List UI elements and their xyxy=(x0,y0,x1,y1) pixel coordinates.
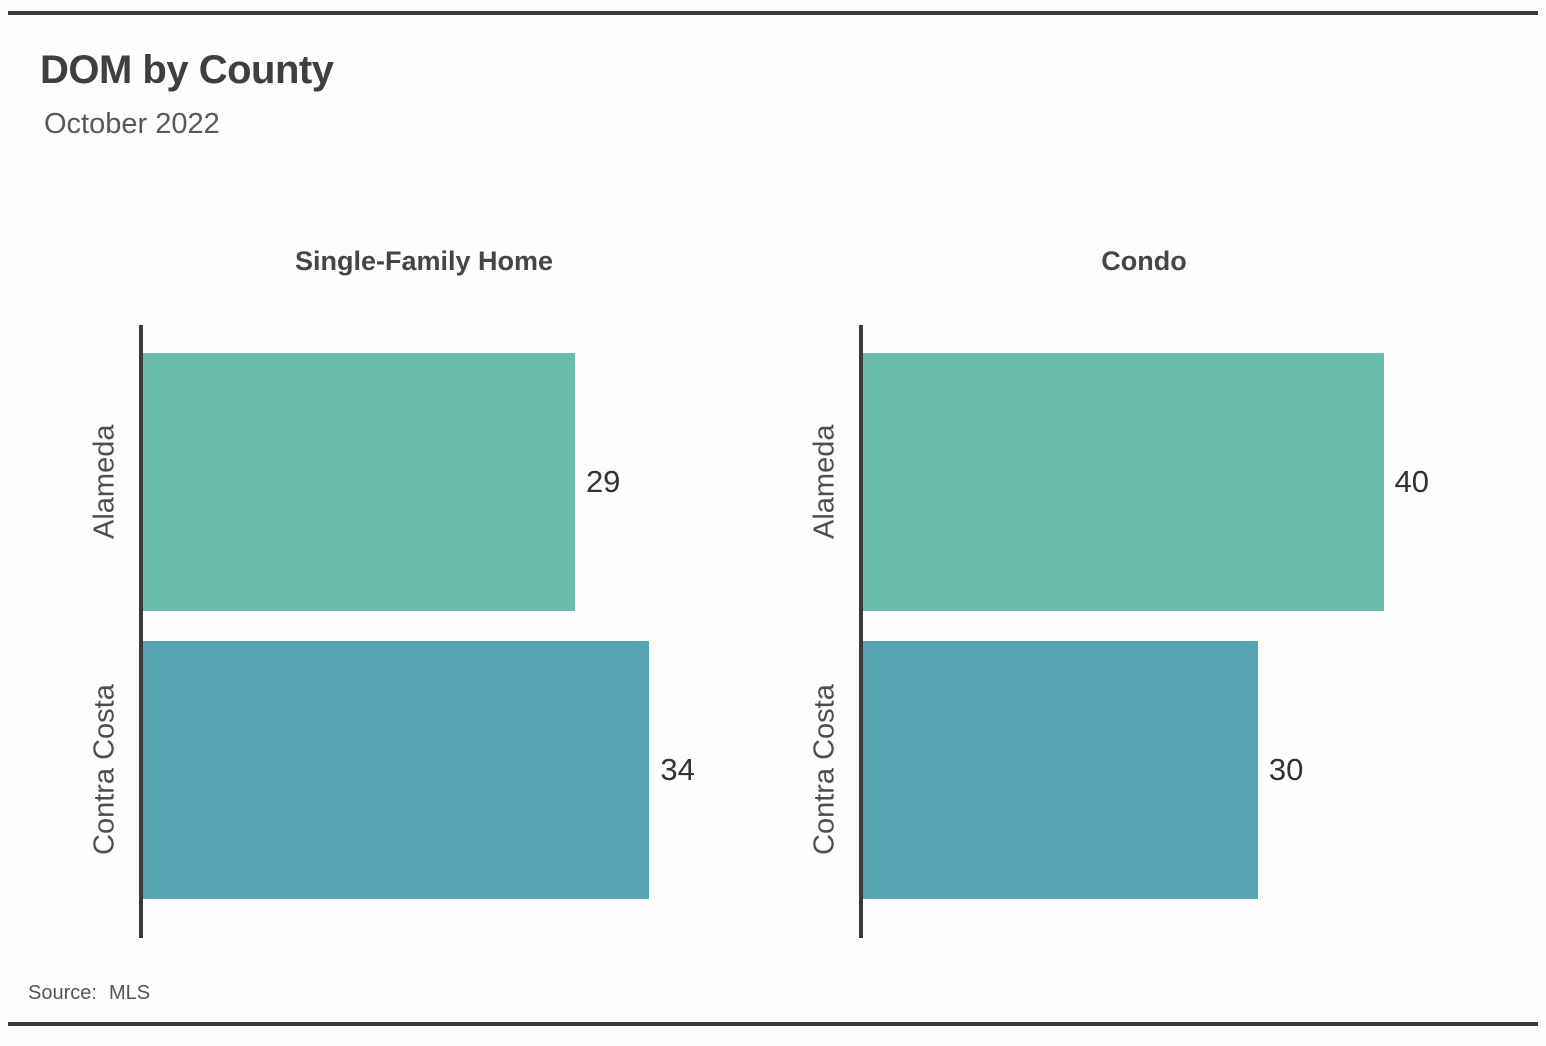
value-label: 30 xyxy=(1268,752,1304,787)
value-label: 34 xyxy=(660,752,695,787)
category-label-contra-costa: Contra Costa xyxy=(88,684,121,856)
bar-row: Alameda 40 xyxy=(809,353,1429,611)
plot-area: Alameda 40 Contra Costa 30 xyxy=(809,325,1429,938)
bar-contra-costa xyxy=(143,641,650,899)
bar-alameda xyxy=(143,353,575,611)
source-label: Source: xyxy=(28,982,97,1004)
value-label: 40 xyxy=(1394,464,1429,499)
bottom-border-rule xyxy=(8,1022,1538,1026)
y-axis-line xyxy=(859,325,863,938)
top-border-rule xyxy=(8,11,1538,15)
source-line: Source: MLS xyxy=(28,982,150,1005)
chart-single-family-home: Single-Family Home Alameda 29 Contra Costa… xyxy=(55,244,709,938)
bar-contra-costa xyxy=(863,641,1258,899)
bar-row: Contra Costa 30 xyxy=(809,641,1429,899)
chart-title: Condo xyxy=(1101,246,1187,276)
page-subtitle: October 2022 xyxy=(44,108,220,140)
category-label-alameda: Alameda xyxy=(88,424,121,540)
category-label-alameda: Alameda xyxy=(808,424,841,540)
page-title: DOM by County xyxy=(40,48,334,92)
chart-condo: Condo Alameda 40 Contra Costa 30 xyxy=(775,244,1429,938)
bar-row: Contra Costa 34 xyxy=(89,641,709,899)
plot-area: Alameda 29 Contra Costa 34 xyxy=(89,325,709,938)
source-value: MLS xyxy=(108,982,151,1004)
chart-title: Single-Family Home xyxy=(294,246,554,276)
bar-alameda xyxy=(863,353,1384,611)
category-label-contra-costa: Contra Costa xyxy=(808,684,841,856)
y-axis-line xyxy=(139,325,143,938)
value-label: 29 xyxy=(585,464,621,499)
bar-row: Alameda 29 xyxy=(89,353,709,611)
